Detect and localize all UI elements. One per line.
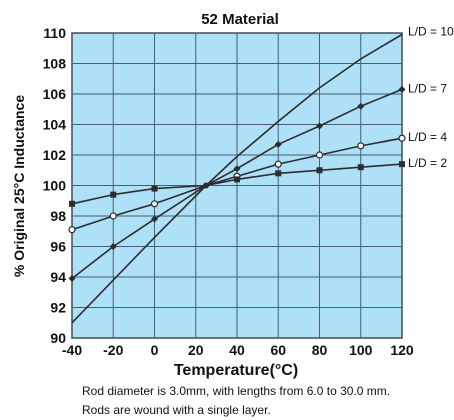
x-tick-label: 120: [390, 342, 414, 358]
x-tick-label: 20: [188, 342, 204, 358]
data-point-l-d-2: [151, 185, 158, 192]
data-point-l-d-7: [274, 140, 282, 148]
data-point-l-d-7: [398, 85, 406, 93]
x-tick-label: 80: [312, 342, 328, 358]
series-label-l-d-2: L/D = 2: [408, 156, 447, 170]
pivot-point: [203, 182, 210, 189]
data-point-l-d-7: [68, 275, 76, 283]
data-point-l-d-7: [151, 215, 158, 223]
data-point-l-d-4: [315, 151, 324, 159]
data-point-l-d-4: [68, 226, 76, 234]
data-point-l-d-2: [110, 191, 117, 198]
data-point-l-d-2: [357, 164, 364, 171]
x-tick-label: -40: [62, 342, 82, 358]
y-tick-label: 98: [50, 208, 66, 224]
y-axis-label: % Original 25°C Inductance: [11, 95, 27, 277]
data-point-l-d-7: [233, 165, 241, 173]
series-label-l-d-7: L/D = 7: [408, 81, 447, 95]
y-tick-label: 92: [50, 300, 66, 316]
data-point-l-d-4: [109, 212, 117, 220]
y-tick-label: 106: [43, 86, 67, 102]
data-point-l-d-4: [274, 160, 282, 168]
x-tick-label: 0: [151, 342, 159, 358]
data-point-l-d-4: [150, 200, 159, 208]
data-point-l-d-7: [357, 102, 365, 110]
data-point-l-d-7: [109, 243, 117, 250]
data-point-l-d-2: [275, 170, 282, 177]
y-tick-label: 104: [43, 117, 67, 133]
caption-line-1: Rod diameter is 3.0mm, with lengths from…: [82, 384, 390, 398]
series-label-l-d-10: L/D = 10: [408, 25, 454, 39]
y-tick-label: 108: [43, 56, 67, 72]
tick-labels: -40 -20 0 20 40 60 80 100 120 90 92 94 96 98 100 102 104…: [43, 25, 414, 358]
data-point-l-d-7: [316, 122, 323, 130]
y-tick-label: 100: [43, 178, 67, 194]
series-labels: L/D = 10 L/D = 7 L/D = 4 L/D = 2: [408, 25, 454, 171]
y-tick-label: 102: [43, 147, 67, 163]
grid-lines: [71, 32, 403, 339]
series-markers: [68, 85, 406, 283]
data-point-l-d-2: [69, 200, 75, 207]
y-tick-label: 94: [50, 269, 66, 285]
data-point-l-d-2: [316, 167, 323, 174]
y-tick-label: 90: [50, 330, 66, 346]
data-point-l-d-4: [357, 142, 365, 150]
x-tick-label: 100: [349, 342, 373, 358]
y-tick-label: 96: [50, 239, 66, 255]
caption-line-2: Rods are wound with a single layer.: [82, 403, 271, 417]
x-tick-label: 40: [229, 342, 245, 358]
data-point-l-d-2: [234, 176, 240, 183]
x-tick-label: -20: [103, 342, 123, 358]
series-line-l-d-10: [71, 33, 403, 324]
x-axis-label: Temperature(°C): [174, 362, 298, 379]
x-tick-label: 60: [270, 342, 286, 358]
data-point-l-d-2: [399, 161, 405, 168]
data-point-l-d-4: [398, 134, 406, 142]
chart-title: 52 Material: [201, 11, 279, 28]
series-label-l-d-4: L/D = 4: [408, 130, 447, 144]
y-tick-label: 110: [43, 25, 66, 41]
